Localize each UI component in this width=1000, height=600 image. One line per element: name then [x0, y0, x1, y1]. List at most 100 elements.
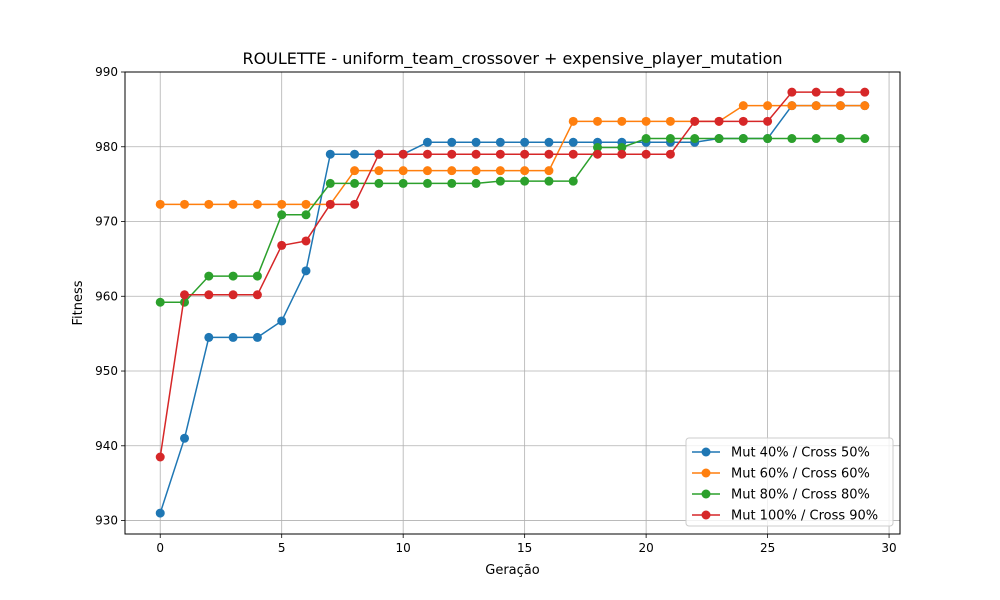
x-tick-label: 5 — [278, 541, 286, 555]
data-point — [471, 149, 481, 159]
data-point — [155, 297, 165, 307]
data-point — [835, 101, 845, 111]
data-point — [811, 134, 821, 144]
data-point — [835, 134, 845, 144]
data-point — [277, 240, 287, 250]
data-point — [277, 199, 287, 209]
data-point — [350, 166, 360, 176]
data-point — [568, 176, 578, 186]
data-point — [738, 101, 748, 111]
data-point — [422, 149, 432, 159]
data-point — [471, 178, 481, 188]
data-point — [447, 137, 457, 147]
data-point — [665, 149, 675, 159]
y-axis-label: Fitness — [71, 280, 86, 325]
data-point — [520, 166, 530, 176]
x-axis-label: Geração — [485, 563, 539, 578]
data-point — [204, 332, 214, 342]
data-point — [714, 116, 724, 126]
axis-ticks: 0 5 10 15 20 25 30 930 940 950 960 970 980 990 — [95, 65, 897, 555]
data-point — [350, 199, 360, 209]
data-point — [544, 149, 554, 159]
data-point — [398, 166, 408, 176]
data-point — [544, 137, 554, 147]
y-tick-label: 950 — [95, 364, 118, 378]
legend-label: Mut 80% / Cross 80% — [731, 488, 870, 503]
data-point — [180, 290, 190, 300]
y-tick-label: 940 — [95, 439, 118, 453]
data-point — [398, 178, 408, 188]
data-point — [180, 433, 190, 443]
data-point — [544, 166, 554, 176]
data-point — [301, 210, 311, 220]
data-point — [422, 166, 432, 176]
data-point — [471, 137, 481, 147]
data-point — [617, 143, 627, 153]
data-point — [568, 137, 578, 147]
legend-item: Mut 80% / Cross 80% — [692, 488, 870, 503]
data-point — [714, 134, 724, 144]
legend-marker — [701, 447, 711, 457]
data-point — [350, 149, 360, 159]
data-point — [422, 178, 432, 188]
data-point — [641, 116, 651, 126]
data-point — [252, 271, 262, 281]
data-point — [374, 178, 384, 188]
data-point — [763, 116, 773, 126]
data-point — [860, 87, 870, 97]
x-tick-label: 15 — [517, 541, 532, 555]
data-point — [252, 290, 262, 300]
data-point — [325, 199, 335, 209]
data-point — [422, 137, 432, 147]
data-point — [204, 199, 214, 209]
data-point — [228, 332, 238, 342]
data-point — [374, 166, 384, 176]
data-point — [738, 116, 748, 126]
data-point — [180, 297, 190, 307]
data-point — [811, 101, 821, 111]
x-tick-label: 10 — [396, 541, 411, 555]
data-point — [325, 178, 335, 188]
data-point — [228, 199, 238, 209]
data-point — [252, 332, 262, 342]
plot-area-frame — [124, 71, 901, 535]
legend-marker — [701, 489, 711, 499]
legend: Mut 40% / Cross 50% Mut 60% / Cross 60% Mu… — [685, 437, 894, 527]
legend-item: Mut 100% / Cross 90% — [692, 509, 878, 524]
data-point — [398, 149, 408, 159]
data-point — [568, 149, 578, 159]
data-point — [617, 116, 627, 126]
y-tick-label: 960 — [95, 289, 118, 303]
y-tick-label: 970 — [95, 215, 118, 229]
data-point — [641, 134, 651, 144]
data-point — [568, 116, 578, 126]
data-point — [738, 134, 748, 144]
data-point — [763, 101, 773, 111]
data-point — [811, 87, 821, 97]
data-point — [520, 137, 530, 147]
data-point — [495, 137, 505, 147]
data-point — [350, 178, 360, 188]
y-tick-label: 980 — [95, 140, 118, 154]
data-point — [180, 199, 190, 209]
data-point — [787, 87, 797, 97]
data-point — [860, 134, 870, 144]
data-point — [787, 134, 797, 144]
y-tick-label: 990 — [95, 65, 118, 79]
chart-title: ROULETTE - uniform_team_crossover + expe… — [242, 49, 782, 69]
data-point — [665, 134, 675, 144]
legend-item: Mut 40% / Cross 50% — [692, 446, 870, 461]
data-point — [544, 176, 554, 186]
data-point — [155, 508, 165, 518]
data-point — [204, 271, 214, 281]
x-tick-label: 30 — [881, 541, 896, 555]
series-2 — [155, 101, 870, 209]
data-point — [447, 149, 457, 159]
data-point — [763, 134, 773, 144]
series-3 — [155, 134, 870, 307]
data-point — [520, 176, 530, 186]
data-point — [301, 266, 311, 276]
data-point — [155, 452, 165, 462]
data-point — [374, 149, 384, 159]
